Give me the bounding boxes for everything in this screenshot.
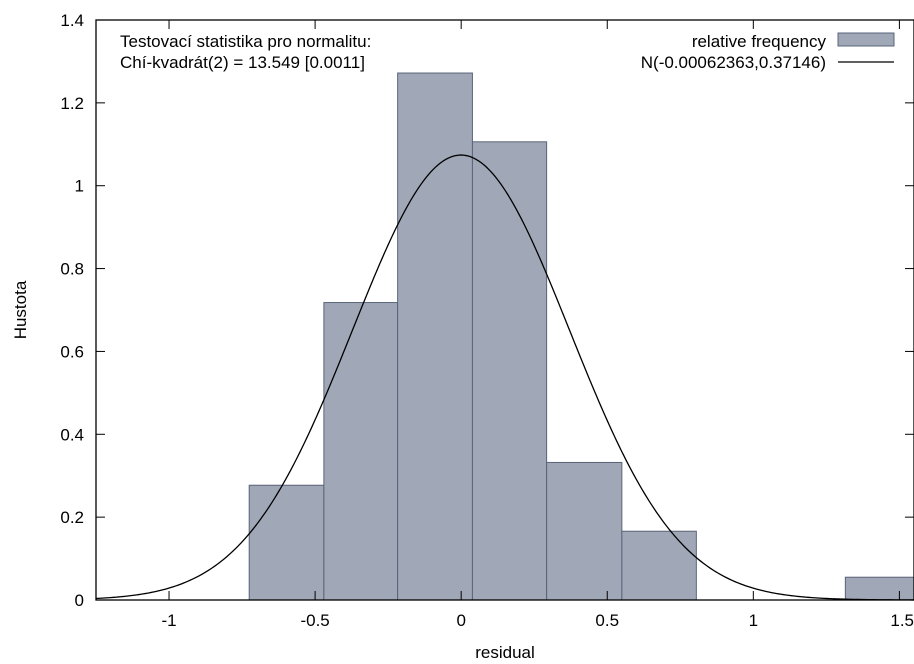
x-tick-label: -0.5	[300, 611, 329, 630]
plot-frame	[95, 19, 914, 601]
histogram-bar-2	[323, 302, 399, 601]
x-axis-title: residual	[475, 643, 535, 662]
y-tick-label: 1.4	[60, 11, 84, 30]
y-tick-label: 0	[75, 591, 84, 610]
histogram-bar-7	[844, 576, 914, 601]
y-tick-label: 0.6	[60, 342, 84, 361]
normality-test-title: Testovací statistika pro normalitu:	[120, 32, 371, 51]
y-axis-title: Hustota	[11, 280, 30, 339]
x-tick-label: 0	[456, 611, 465, 630]
histogram-bar-4	[471, 141, 548, 601]
legend-label-relative-frequency: relative frequency	[692, 32, 827, 51]
y-tick-label: 1	[75, 177, 84, 196]
histogram-bar-1	[248, 484, 325, 601]
x-tick-label: 1.5	[890, 611, 914, 630]
x-tick-label: -1	[161, 611, 176, 630]
x-tick-label: 1	[749, 611, 758, 630]
normal-density-curve	[95, 154, 914, 601]
histogram-bar-5	[546, 461, 623, 601]
x-tick-label: 0.5	[595, 611, 619, 630]
legend: relative frequency N(-0.00062363,0.37146…	[641, 32, 895, 72]
histogram-bar-3	[397, 72, 473, 601]
histogram-bars	[248, 72, 914, 601]
y-tick-label: 1.2	[60, 94, 84, 113]
legend-swatch-relative-frequency	[837, 32, 895, 47]
histogram-bar-6	[621, 530, 697, 601]
y-tick-label: 0.2	[60, 508, 84, 527]
axis-tick-labels: -1 -0.5 0 0.5 1 1.5 0 0.2 0.4 0.6 0.8 1 1.2 1.4	[60, 11, 914, 630]
axis-ticks	[96, 19, 914, 601]
normality-test-statistic: Chí-kvadrát(2) = 13.549 [0.0011]	[120, 53, 365, 72]
legend-label-normal: N(-0.00062363,0.37146)	[641, 53, 826, 72]
y-tick-label: 0.4	[60, 425, 84, 444]
y-tick-label: 0.8	[60, 260, 84, 279]
